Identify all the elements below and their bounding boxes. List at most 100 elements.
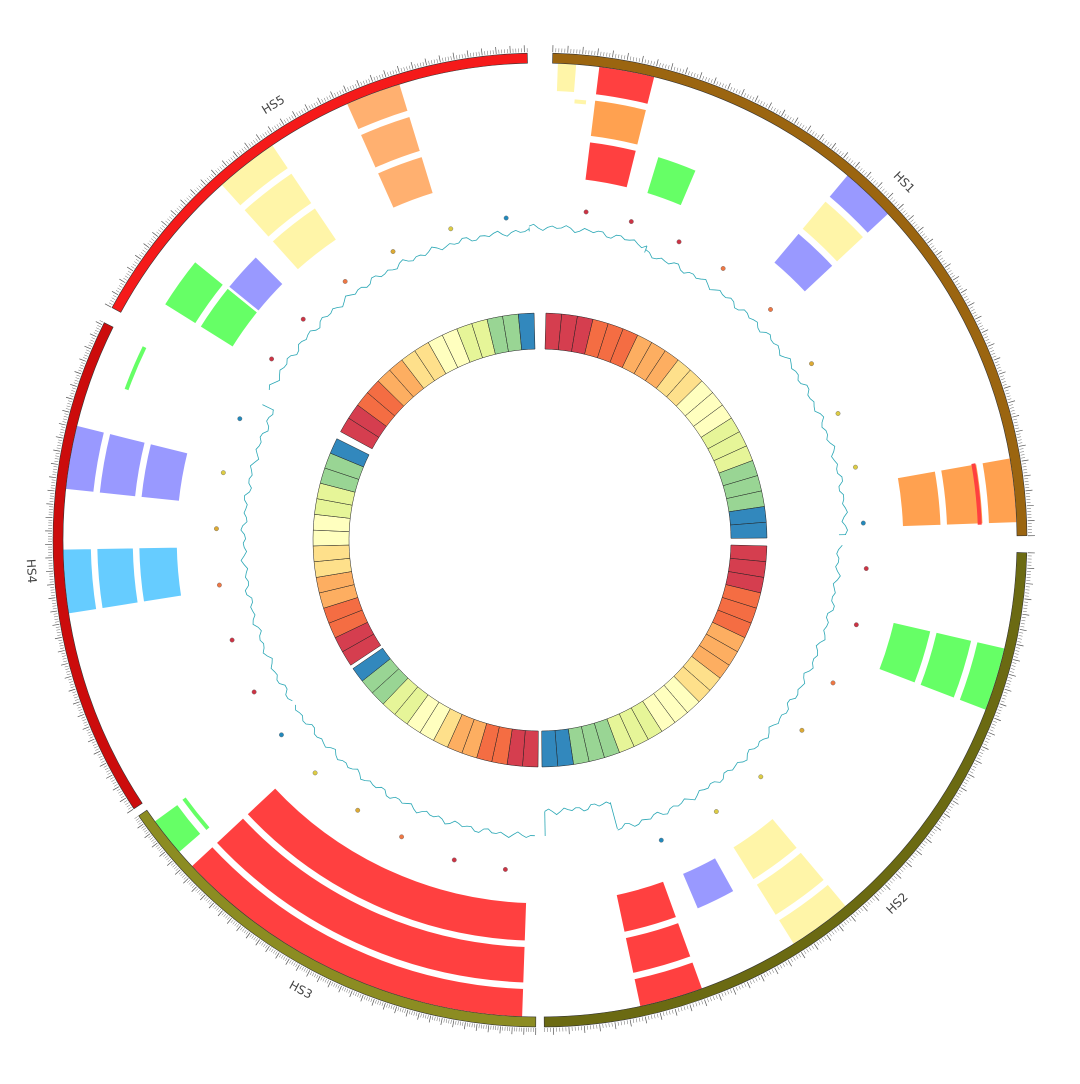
tick-hs2-150 <box>814 944 818 950</box>
tick-hs5-36 <box>166 221 169 224</box>
tick-hs5-84 <box>267 130 269 133</box>
tick-hs1-84 <box>792 119 794 122</box>
tick-hs4-46 <box>75 699 79 700</box>
tick-hs1-184 <box>987 342 991 344</box>
tick-hs4-186 <box>94 333 98 335</box>
tick-hs1-127 <box>892 199 895 202</box>
tick-hs2-152 <box>809 947 811 950</box>
tick-hs2-86 <box>951 803 954 805</box>
tick-hs2-130 <box>863 906 868 911</box>
tick-hs4-35 <box>83 727 89 730</box>
tick-hs5-150 <box>439 55 440 62</box>
tick-hs4-83 <box>52 603 56 604</box>
scatter-point-33 <box>504 216 508 220</box>
tick-hs1-157 <box>948 270 951 272</box>
tick-hs3-128 <box>252 935 254 938</box>
tick-hs2-218 <box>621 1021 622 1025</box>
tick-hs1-87 <box>800 123 802 126</box>
tick-hs1-31 <box>645 60 646 64</box>
tick-hs1-133 <box>904 213 907 216</box>
tick-hs1-114 <box>864 172 867 175</box>
tick-hs2-199 <box>678 1008 679 1012</box>
tick-hs5-97 <box>299 111 301 114</box>
tick-hs5-57 <box>207 178 210 181</box>
tick-hs1-99 <box>829 144 831 147</box>
tick-hs2-82 <box>957 793 960 795</box>
tick-hs3-66 <box>382 1002 383 1006</box>
tick-hs4-74 <box>56 627 60 628</box>
tick-hs2-165 <box>775 968 778 974</box>
tick-hs2-52 <box>998 710 1002 711</box>
tick-hs3-68 <box>377 1001 378 1005</box>
tick-hs3-137 <box>235 923 237 926</box>
tick-hs2-90 <box>944 814 950 818</box>
tick-hs2-187 <box>713 996 714 1000</box>
tick-hs1-91 <box>810 130 812 133</box>
tick-hs4-12 <box>113 782 116 784</box>
tick-hs4-20 <box>100 763 106 766</box>
tick-hs3-94 <box>321 977 323 981</box>
tick-hs3-174 <box>171 863 174 866</box>
heatmap-ring <box>313 313 767 767</box>
tick-hs1-34 <box>654 62 655 66</box>
tick-hs2-10 <box>1026 584 1033 585</box>
tick-hs3-182 <box>159 848 162 851</box>
tick-hs5-90 <box>280 119 284 125</box>
tick-hs2-200 <box>675 1009 677 1016</box>
tick-hs1-161 <box>955 281 958 283</box>
tick-hs1-74 <box>766 104 768 108</box>
tick-hs5-151 <box>442 58 443 62</box>
tick-hs4-162 <box>70 393 74 394</box>
tick-hs5-5 <box>112 291 118 295</box>
tick-hs1-68 <box>750 96 752 100</box>
tick-hs3-106 <box>296 963 298 966</box>
tick-hs5-67 <box>228 159 231 162</box>
tick-hs4-59 <box>65 666 69 667</box>
tick-hs3-107 <box>293 962 295 965</box>
tick-hs5-118 <box>353 85 355 89</box>
tick-hs4-120 <box>46 504 53 505</box>
tile-10 <box>897 470 942 527</box>
tick-hs1-129 <box>896 204 899 207</box>
tick-hs2-194 <box>693 1003 694 1007</box>
tick-hs2-179 <box>736 987 738 991</box>
tick-hs2-160 <box>788 960 792 966</box>
tick-hs1-170 <box>968 303 974 306</box>
tick-hs1-155 <box>945 264 951 268</box>
tick-hs2-157 <box>796 955 798 958</box>
tick-hs2-72 <box>973 766 977 768</box>
tick-hs2-222 <box>609 1023 610 1027</box>
tick-hs4-52 <box>70 684 74 685</box>
tick-hs4-82 <box>52 606 56 607</box>
tick-hs2-16 <box>1024 602 1028 603</box>
scatter-point-20 <box>313 771 317 775</box>
tick-hs2-217 <box>624 1021 625 1025</box>
tick-hs4-33 <box>88 732 92 734</box>
tick-hs5-52 <box>197 188 200 191</box>
tick-hs5-94 <box>291 115 293 118</box>
tile-0 <box>556 62 578 93</box>
tick-hs3-36 <box>451 1020 452 1024</box>
tick-hs5-78 <box>253 140 255 143</box>
tick-hs4-55 <box>65 676 72 678</box>
tick-hs5-1 <box>109 303 113 305</box>
tick-hs3-122 <box>263 944 265 947</box>
tick-hs2-69 <box>977 758 981 760</box>
tick-hs1-131 <box>900 208 903 211</box>
tick-hs1-20 <box>612 50 613 57</box>
tick-hs2-171 <box>758 976 760 980</box>
tick-hs2-102 <box>922 843 925 845</box>
tick-hs4-149 <box>61 427 65 428</box>
tick-hs3-171 <box>176 868 179 871</box>
tick-hs4-160 <box>66 397 73 399</box>
scatter-point-8 <box>861 521 865 525</box>
tick-hs1-227 <box>1023 466 1027 467</box>
tick-hs5-60 <box>211 170 216 175</box>
tick-hs5-63 <box>220 167 223 170</box>
tick-hs5-6 <box>116 290 119 292</box>
tick-hs1-168 <box>965 299 968 301</box>
tick-hs5-160 <box>467 50 468 57</box>
tick-hs3-95 <box>317 976 320 982</box>
tick-hs1-96 <box>822 138 824 141</box>
tick-hs3-75 <box>361 995 364 1002</box>
